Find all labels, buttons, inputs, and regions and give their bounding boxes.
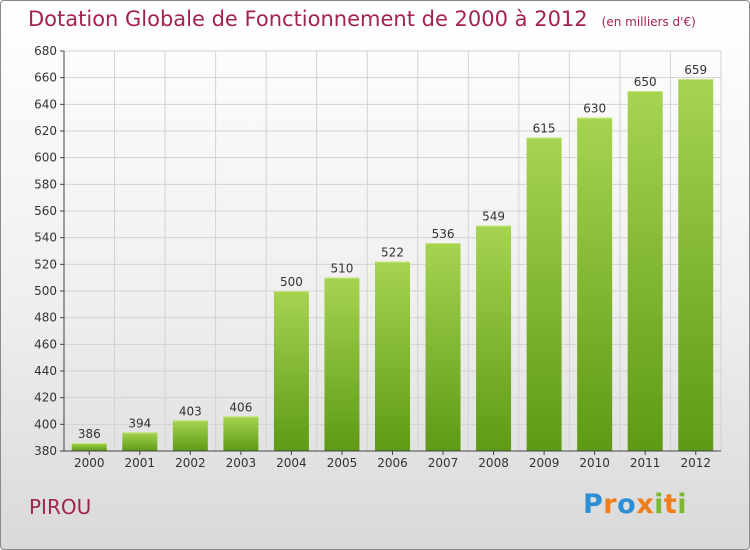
x-tick-label: 2000 bbox=[74, 456, 105, 470]
bar bbox=[122, 432, 158, 451]
value-label: 659 bbox=[684, 63, 707, 77]
bar bbox=[678, 79, 714, 451]
y-tick-label: 380 bbox=[34, 444, 57, 458]
proxiti-logo: Proxiti bbox=[583, 489, 687, 520]
logo-letter: i bbox=[654, 489, 664, 520]
value-label: 394 bbox=[128, 416, 151, 430]
value-label: 403 bbox=[179, 404, 202, 418]
y-tick-label: 500 bbox=[34, 284, 57, 298]
y-tick-label: 560 bbox=[34, 204, 57, 218]
value-label: 615 bbox=[533, 122, 556, 136]
x-tick-label: 2005 bbox=[327, 456, 358, 470]
logo-letter: x bbox=[636, 489, 655, 520]
y-tick-label: 580 bbox=[34, 177, 57, 191]
x-tick-label: 2006 bbox=[377, 456, 408, 470]
y-tick-label: 660 bbox=[34, 71, 57, 85]
bar bbox=[324, 277, 360, 451]
logo-letter: t bbox=[663, 489, 678, 520]
y-tick-label: 480 bbox=[34, 311, 57, 325]
bar bbox=[172, 420, 208, 451]
y-tick-label: 540 bbox=[34, 231, 57, 245]
x-tick-label: 2011 bbox=[630, 456, 661, 470]
bar bbox=[577, 117, 613, 452]
y-tick-label: 400 bbox=[34, 417, 57, 431]
bar bbox=[425, 243, 461, 451]
title-text: Dotation Globale de Fonctionnement de 20… bbox=[28, 7, 588, 31]
x-tick-label: 2009 bbox=[529, 456, 560, 470]
x-tick-label: 2007 bbox=[428, 456, 459, 470]
x-tick-label: 2002 bbox=[175, 456, 206, 470]
axes: 380 400 420 440 460 480 500 520 540 560 580 600 620 6… bbox=[34, 44, 721, 470]
logo-letter: P bbox=[583, 489, 604, 520]
y-tick-label: 600 bbox=[34, 151, 57, 165]
logo-letter: i bbox=[677, 489, 688, 520]
bar bbox=[375, 261, 410, 451]
y-tick-label: 640 bbox=[34, 97, 57, 111]
x-tick-label: 2004 bbox=[276, 456, 307, 470]
bars: 386 394 403 406 500 510 522 536 549 615 630 650 659 bbox=[71, 63, 714, 452]
x-tick-label: 2003 bbox=[226, 456, 257, 470]
logo-letter: o bbox=[617, 489, 637, 520]
commune-name: PIROU bbox=[29, 495, 92, 519]
bar bbox=[273, 291, 309, 451]
value-label: 650 bbox=[634, 75, 657, 89]
value-label: 406 bbox=[229, 400, 252, 414]
y-tick-label: 620 bbox=[34, 124, 57, 138]
title-unit: (en milliers d'€) bbox=[601, 15, 696, 29]
logo-letter: r bbox=[603, 489, 618, 520]
y-tick-label: 680 bbox=[34, 44, 57, 58]
bar bbox=[526, 137, 562, 451]
x-tick-label: 2008 bbox=[478, 456, 509, 470]
x-tick-label: 2012 bbox=[680, 456, 711, 470]
y-tick-label: 440 bbox=[34, 364, 57, 378]
value-label: 386 bbox=[78, 427, 101, 441]
bar bbox=[476, 225, 512, 451]
x-tick-label: 2001 bbox=[125, 456, 156, 470]
bar bbox=[223, 416, 259, 451]
x-tick-label: 2010 bbox=[579, 456, 610, 470]
value-label: 630 bbox=[583, 102, 606, 116]
value-label: 522 bbox=[381, 246, 404, 260]
chart-title: Dotation Globale de Fonctionnement de 20… bbox=[28, 7, 696, 31]
value-label: 549 bbox=[482, 210, 505, 224]
y-tick-label: 520 bbox=[34, 257, 57, 271]
value-label: 500 bbox=[280, 275, 303, 289]
y-tick-label: 420 bbox=[34, 391, 57, 405]
value-label: 536 bbox=[432, 227, 455, 241]
value-label: 510 bbox=[331, 262, 354, 276]
bar bbox=[71, 443, 107, 451]
y-tick-label: 460 bbox=[34, 337, 57, 351]
bar bbox=[627, 91, 663, 451]
